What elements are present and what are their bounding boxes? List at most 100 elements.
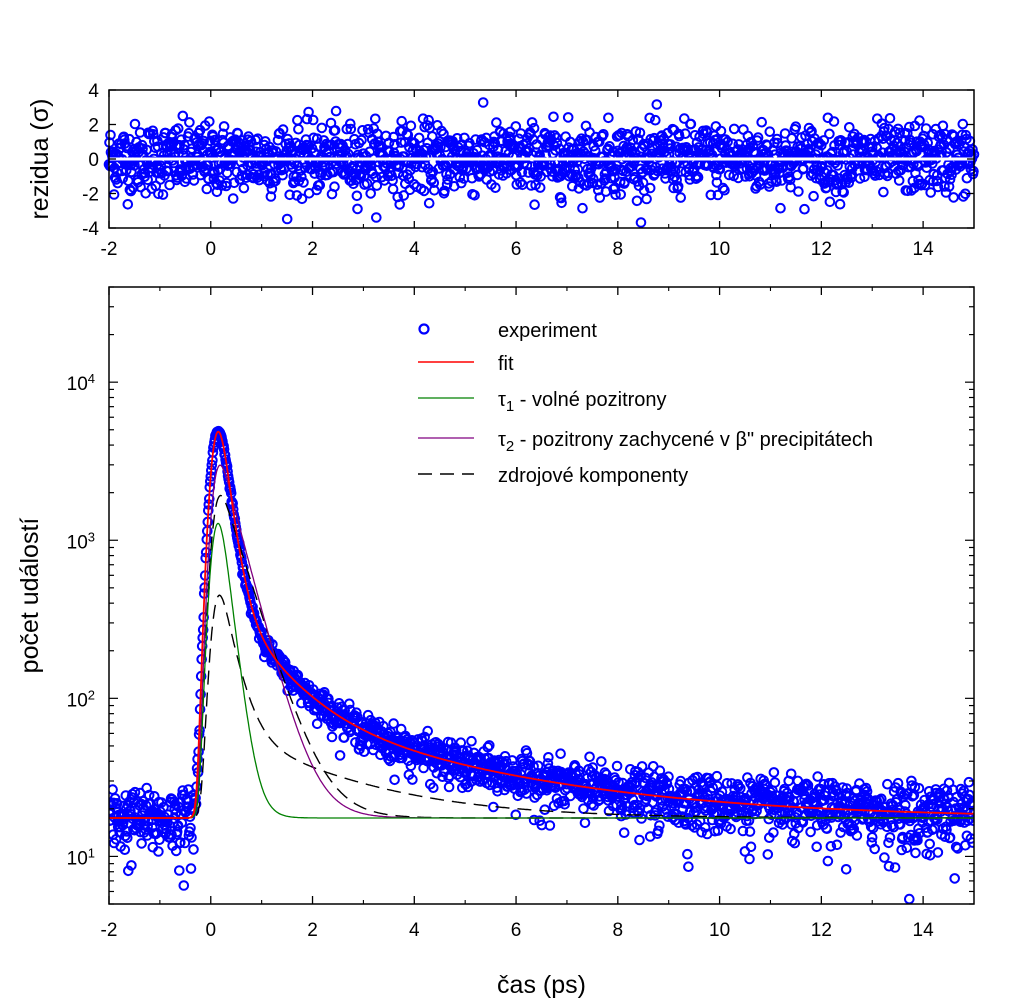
residual-point xyxy=(477,97,489,108)
residual-point xyxy=(371,180,383,191)
experiment-point xyxy=(805,810,817,822)
experiment-point xyxy=(805,826,816,838)
residual-point xyxy=(307,114,319,126)
residual-point xyxy=(421,120,433,131)
residual-point xyxy=(581,180,592,191)
residual-point xyxy=(932,181,944,193)
spectrum-x-tick-label: 4 xyxy=(409,920,420,941)
residual-x-tick-label: 12 xyxy=(811,239,832,260)
residual-point xyxy=(367,168,379,180)
experiment-point xyxy=(889,862,901,873)
experiment-point xyxy=(528,814,540,826)
residual-point xyxy=(818,135,830,146)
experiment-point xyxy=(529,792,540,803)
residual-point xyxy=(323,146,335,157)
residual-point xyxy=(733,172,744,184)
residual-point xyxy=(635,217,647,228)
experiment-point xyxy=(422,725,434,737)
residual-point xyxy=(585,170,596,182)
residual-point xyxy=(824,128,835,140)
experiment-point xyxy=(482,741,494,753)
residual-point xyxy=(792,169,803,181)
experiment-point xyxy=(769,777,781,788)
experiment-point xyxy=(689,822,700,833)
legend-marker-experiment xyxy=(418,323,430,335)
residual-point xyxy=(834,198,846,210)
legend-label-fit: fit xyxy=(498,353,514,375)
experiment-point xyxy=(428,782,439,794)
residual-point xyxy=(679,113,690,124)
experiment-point xyxy=(902,788,913,799)
experiment-point xyxy=(869,843,881,855)
residual-point xyxy=(799,203,810,215)
residual-point xyxy=(680,128,691,139)
legend-tau1-symbol: τ xyxy=(498,389,506,411)
experiment-point xyxy=(154,834,165,846)
residual-point xyxy=(958,191,969,202)
experiment-point xyxy=(949,873,961,884)
residual-point xyxy=(820,176,831,188)
experiment-point xyxy=(896,844,908,856)
experiment-point xyxy=(450,745,462,756)
residual-point xyxy=(352,203,363,215)
experiment-point xyxy=(338,732,350,743)
residual-point xyxy=(556,197,567,209)
experiment-point xyxy=(822,855,834,867)
residual-point xyxy=(441,179,453,190)
experiment-point xyxy=(967,837,974,848)
residual-point xyxy=(567,180,578,192)
model-curves xyxy=(109,430,974,819)
experiment-point xyxy=(122,832,133,844)
residual-point xyxy=(345,118,356,130)
residual-point xyxy=(517,179,528,191)
experiment-point xyxy=(835,827,846,838)
spectrum-plot-frame xyxy=(108,286,975,905)
residual-x-tick-label: 10 xyxy=(709,239,730,260)
experiment-point xyxy=(462,781,474,793)
experiment-point xyxy=(968,800,974,811)
residual-point xyxy=(371,212,382,223)
residual-x-tick-label: 2 xyxy=(307,239,318,260)
residual-point xyxy=(293,123,304,135)
residual-point xyxy=(357,125,368,136)
experiment-point xyxy=(851,830,863,841)
spectrum-y-tick-label: 104 xyxy=(67,371,95,396)
legend-tau1-subscript: 1 xyxy=(506,398,514,415)
spectrum-y-tick-label: 102 xyxy=(67,687,95,712)
residual-point xyxy=(277,169,288,181)
residual-point xyxy=(752,132,764,143)
residual-point xyxy=(244,140,255,152)
residual-point xyxy=(705,189,717,201)
residual-point xyxy=(284,189,296,201)
experiment-point xyxy=(683,861,694,873)
residual-x-tick-label: 6 xyxy=(511,239,522,260)
spectrum-y-tick-label: 101 xyxy=(67,845,95,870)
residual-point xyxy=(925,187,937,198)
experiment-point xyxy=(129,786,141,798)
residual-x-tick-label: 4 xyxy=(409,239,420,260)
residual-point xyxy=(398,190,410,201)
experiment-point xyxy=(745,841,757,853)
residual-point xyxy=(396,115,408,127)
source-component-curve xyxy=(109,494,974,819)
residual-point xyxy=(756,116,768,128)
residual-point xyxy=(786,133,798,144)
experiment-point xyxy=(158,801,169,813)
residual-point xyxy=(303,106,314,118)
residual-point xyxy=(577,202,588,214)
legend-tau2-symbol: τ xyxy=(498,429,506,451)
residual-point xyxy=(692,171,704,183)
fit-curve xyxy=(109,430,974,819)
residual-point xyxy=(866,141,878,153)
residual-point xyxy=(510,121,522,132)
residual-point xyxy=(435,141,446,153)
experiment-point xyxy=(351,707,362,719)
experiment-point xyxy=(661,778,673,790)
residual-point xyxy=(296,171,307,183)
legend-entry-tau1: τ1 - volné pozitrony xyxy=(418,389,667,415)
experiment-point xyxy=(939,831,951,843)
experiment-point xyxy=(653,825,664,837)
residual-point xyxy=(603,112,614,124)
residual-point xyxy=(784,174,796,186)
experiment-point xyxy=(884,832,896,843)
